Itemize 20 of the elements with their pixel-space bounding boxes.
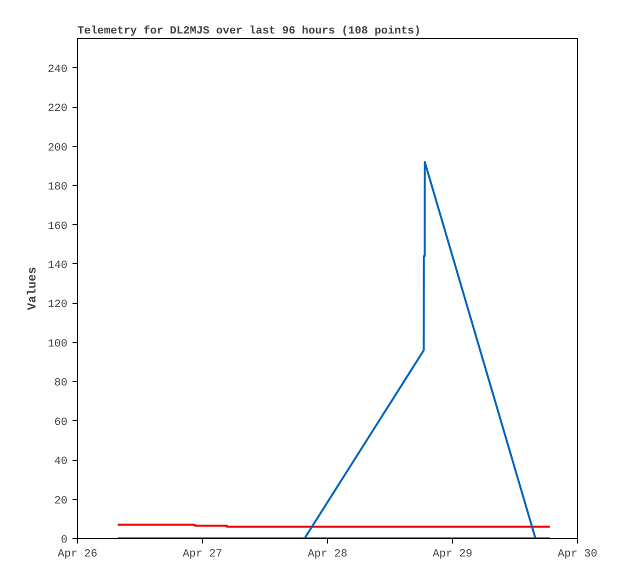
y-tick-label: 160 [48, 220, 68, 233]
y-tick-label: 140 [48, 260, 68, 272]
y-tick-label: 100 [48, 338, 68, 350]
y-tick-label: 220 [48, 103, 68, 116]
y-tick-label: 200 [48, 142, 68, 154]
y-tick-label: 60 [54, 416, 68, 429]
y-tick-label: 240 [48, 64, 68, 76]
y-tick-label: 0 [60, 534, 68, 546]
x-tick-label: Apr 30 [558, 548, 598, 560]
chart-title: Telemetry for DL2MJS over last 96 hours (108 points) [78, 24, 421, 38]
x-tick-label: Apr 29 [432, 548, 472, 560]
y-tick-label: 180 [48, 182, 68, 194]
y-tick-label: 40 [54, 456, 68, 468]
y-tick-label: 80 [54, 378, 68, 390]
y-axis-title: Values [26, 266, 40, 310]
y-tick-label: 20 [54, 495, 68, 508]
x-tick-label: Apr 26 [58, 548, 98, 560]
x-tick-label: Apr 28 [308, 548, 348, 560]
y-tick-label: 120 [48, 299, 68, 312]
x-tick-label: Apr 27 [182, 548, 222, 560]
